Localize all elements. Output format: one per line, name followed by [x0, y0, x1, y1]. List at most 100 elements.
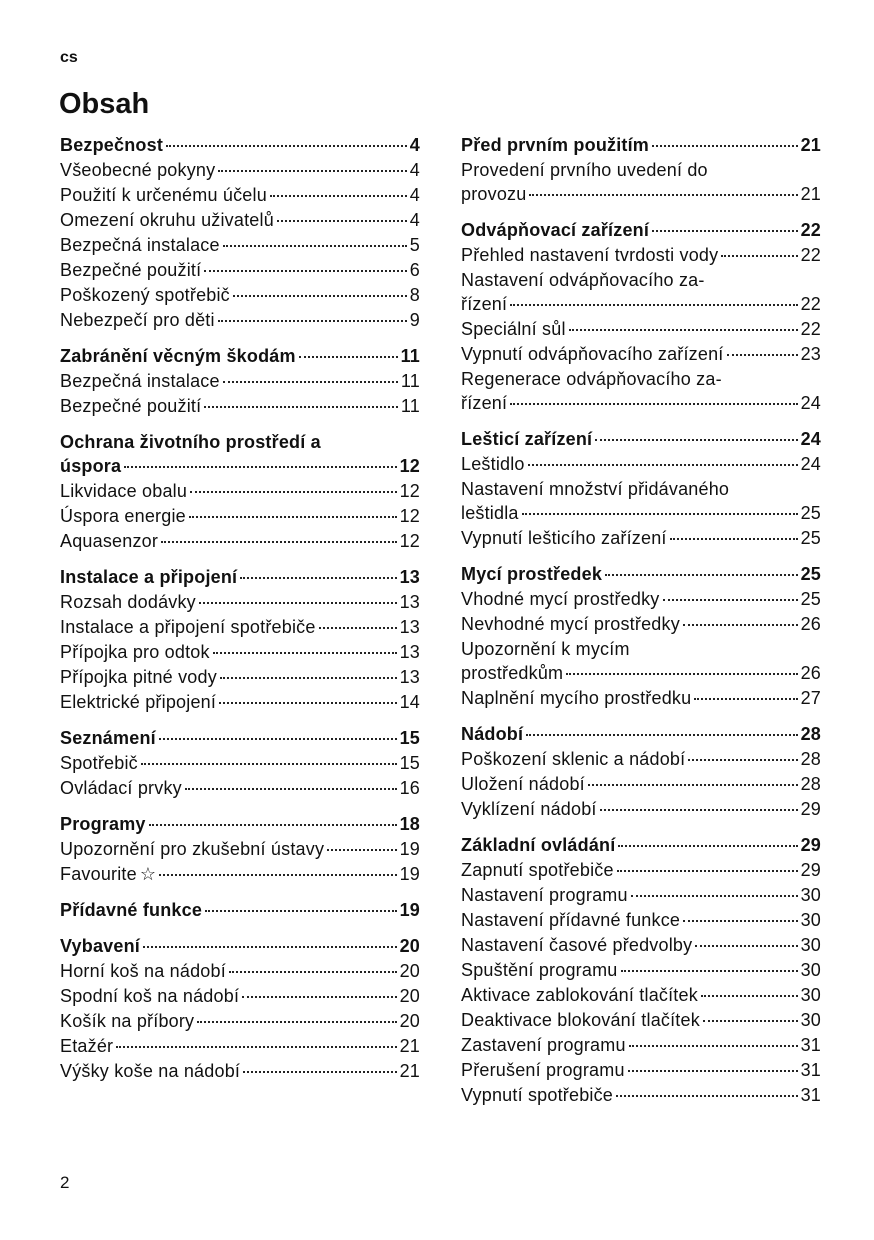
- toc-entry[interactable]: Vypnutí lešticího zařízení 25: [461, 526, 821, 551]
- toc-entry[interactable]: Bezpečná instalace 11: [60, 369, 420, 394]
- page-ref: 12: [399, 531, 420, 551]
- toc-heading-text: Seznámení: [60, 728, 156, 748]
- toc-entry-line[interactable]: Upozornění k mycím: [461, 639, 630, 659]
- toc-entry-line[interactable]: Provedení prvního uvedení do: [461, 160, 708, 180]
- dot-leader: [529, 194, 798, 196]
- toc-entry[interactable]: Ovládací prvky 16: [60, 776, 420, 801]
- toc-entry[interactable]: Speciální sůl 22: [461, 317, 821, 342]
- toc-entry[interactable]: Uložení nádobí 28: [461, 772, 821, 797]
- toc-heading[interactable]: Zabránění věcným škodám 11: [60, 344, 420, 369]
- toc-entry[interactable]: Výšky koše na nádobí 21: [60, 1059, 420, 1084]
- toc-entry[interactable]: Nastavení přídavné funkce 30: [461, 908, 821, 933]
- toc-entry-line[interactable]: Regenerace odvápňovacího za-: [461, 369, 722, 389]
- toc-entry[interactable]: Aquasenzor 12: [60, 529, 420, 554]
- toc-heading[interactable]: Bezpečnost 4: [60, 133, 420, 158]
- toc-entry-text: Nastavení časové předvolby: [461, 935, 693, 955]
- toc-entry[interactable]: Upozornění pro zkušební ústavy 19: [60, 837, 420, 862]
- toc-entry[interactable]: řízení 24: [461, 391, 821, 416]
- toc-entry[interactable]: Všeobecné pokyny 4: [60, 158, 420, 183]
- toc-entry[interactable]: Rozsah dodávky 13: [60, 590, 420, 615]
- toc-entry[interactable]: Vhodné mycí prostředky 25: [461, 587, 821, 612]
- toc-entry-text: Etažér: [60, 1036, 114, 1056]
- toc-heading-line[interactable]: Ochrana životního prostředí a: [60, 432, 321, 452]
- toc-entry-text: Nebezpečí pro děti: [60, 310, 215, 330]
- toc-entry[interactable]: Aktivace zablokování tlačítek 30: [461, 983, 821, 1008]
- toc-entry-text: Uložení nádobí: [461, 774, 585, 794]
- toc-heading[interactable]: Základní ovládání 29: [461, 833, 821, 858]
- toc-entry[interactable]: provozu 21: [461, 182, 821, 207]
- toc-entry-text: Nastavení přídavné funkce: [461, 910, 681, 930]
- toc-entry[interactable]: Favourite ☆ 19: [60, 862, 420, 887]
- toc-entry[interactable]: Vypnutí odvápňovacího zařízení 23: [461, 342, 821, 367]
- toc-entry[interactable]: leštidla 25: [461, 501, 821, 526]
- toc-entry[interactable]: Spotřebič 15: [60, 751, 420, 776]
- toc-heading[interactable]: Vybavení 20: [60, 934, 420, 959]
- dot-leader: [318, 627, 397, 629]
- toc-entry[interactable]: Nastavení časové předvolby 30: [461, 933, 821, 958]
- toc-entry[interactable]: Poškození sklenic a nádobí 28: [461, 747, 821, 772]
- toc-heading[interactable]: Přídavné funkce 19: [60, 898, 420, 923]
- toc-entry[interactable]: Nevhodné mycí prostředky 26: [461, 612, 821, 637]
- toc-entry[interactable]: Použití k určenému účelu 4: [60, 183, 420, 208]
- toc-entry-line[interactable]: Nastavení množství přidávaného: [461, 479, 730, 499]
- page-ref: 6: [409, 260, 420, 280]
- toc-entry[interactable]: Naplnění mycího prostředku 27: [461, 686, 821, 711]
- page-ref: 14: [399, 692, 420, 712]
- toc-entry[interactable]: Omezení okruhu uživatelů 4: [60, 208, 420, 233]
- dot-leader: [205, 910, 397, 912]
- toc-entry[interactable]: Nastavení programu 30: [461, 883, 821, 908]
- toc-entry[interactable]: Bezpečná instalace 5: [60, 233, 420, 258]
- toc-heading[interactable]: Odvápňovací zařízení 22: [461, 218, 821, 243]
- toc-entry-text: Poškozený spotřebič: [60, 285, 230, 305]
- toc-heading[interactable]: Instalace a připojení 13: [60, 565, 420, 590]
- toc-entry[interactable]: Instalace a připojení spotřebiče 13: [60, 615, 420, 640]
- dot-leader: [159, 874, 397, 876]
- language-code: cs: [60, 49, 78, 66]
- toc-heading[interactable]: Před prvním použitím 21: [461, 133, 821, 158]
- page-ref: 28: [800, 774, 821, 794]
- toc-heading[interactable]: Programy 18: [60, 812, 420, 837]
- toc-entry[interactable]: Poškozený spotřebič 8: [60, 283, 420, 308]
- toc-heading[interactable]: Nádobí 28: [461, 722, 821, 747]
- toc-entry[interactable]: Košík na příbory 20: [60, 1009, 420, 1034]
- toc-entry-text: Úspora energie: [60, 506, 186, 526]
- toc-entry[interactable]: Vypnutí spotřebiče 31: [461, 1083, 821, 1108]
- toc-entry[interactable]: prostředkům 26: [461, 661, 821, 686]
- toc-heading[interactable]: úspora 12: [60, 454, 420, 479]
- toc-heading[interactable]: Mycí prostředek 25: [461, 562, 821, 587]
- toc-entry[interactable]: Přehled nastavení tvrdosti vody 22: [461, 243, 821, 268]
- toc-heading[interactable]: Lešticí zařízení 24: [461, 427, 821, 452]
- toc-entry[interactable]: Horní koš na nádobí 20: [60, 959, 420, 984]
- toc-heading[interactable]: Seznámení 15: [60, 726, 420, 751]
- toc-entry-text: provozu: [461, 184, 527, 204]
- toc-entry[interactable]: Přerušení programu 31: [461, 1058, 821, 1083]
- toc-entry[interactable]: řízení 22: [461, 292, 821, 317]
- dot-leader: [683, 920, 798, 922]
- toc-entry[interactable]: Zastavení programu 31: [461, 1033, 821, 1058]
- toc-entry[interactable]: Likvidace obalu 12: [60, 479, 420, 504]
- toc-entry[interactable]: Úspora energie 12: [60, 504, 420, 529]
- dot-leader: [721, 255, 798, 257]
- page-ref: 24: [800, 454, 821, 474]
- toc-entry[interactable]: Přípojka pro odtok 13: [60, 640, 420, 665]
- toc-entry[interactable]: Vyklízení nádobí 29: [461, 797, 821, 822]
- page-ref: 30: [800, 985, 821, 1005]
- toc-entry[interactable]: Zapnutí spotřebiče 29: [461, 858, 821, 883]
- toc-entry[interactable]: Leštidlo 24: [461, 452, 821, 477]
- toc-entry[interactable]: Deaktivace blokování tlačítek 30: [461, 1008, 821, 1033]
- toc-entry-text: Spodní koš na nádobí: [60, 986, 240, 1006]
- toc-entry[interactable]: Bezpečné použití 11: [60, 394, 420, 419]
- toc-entry[interactable]: Bezpečné použití 6: [60, 258, 420, 283]
- dot-leader: [669, 538, 798, 540]
- toc-entry[interactable]: Etažér 21: [60, 1034, 420, 1059]
- toc-entry[interactable]: Spuštění programu 30: [461, 958, 821, 983]
- page-ref: 4: [409, 185, 420, 205]
- toc-entry[interactable]: Elektrické připojení 14: [60, 690, 420, 715]
- toc-entry[interactable]: Spodní koš na nádobí 20: [60, 984, 420, 1009]
- toc-section: Mycí prostředek 25 Vhodné mycí prostředky 2…: [461, 562, 821, 711]
- toc-entry[interactable]: Nebezpečí pro děti 9: [60, 308, 420, 333]
- page-ref: 27: [800, 688, 821, 708]
- page-ref: 13: [399, 592, 420, 612]
- toc-entry[interactable]: Přípojka pitné vody 13: [60, 665, 420, 690]
- toc-entry-line[interactable]: Nastavení odvápňovacího za-: [461, 270, 705, 290]
